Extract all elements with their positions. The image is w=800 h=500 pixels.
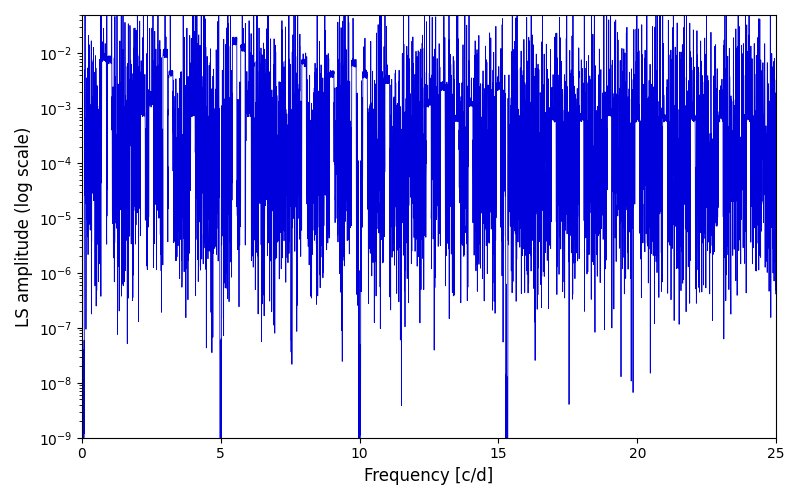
Y-axis label: LS amplitude (log scale): LS amplitude (log scale)	[15, 126, 33, 326]
X-axis label: Frequency [c/d]: Frequency [c/d]	[364, 467, 494, 485]
